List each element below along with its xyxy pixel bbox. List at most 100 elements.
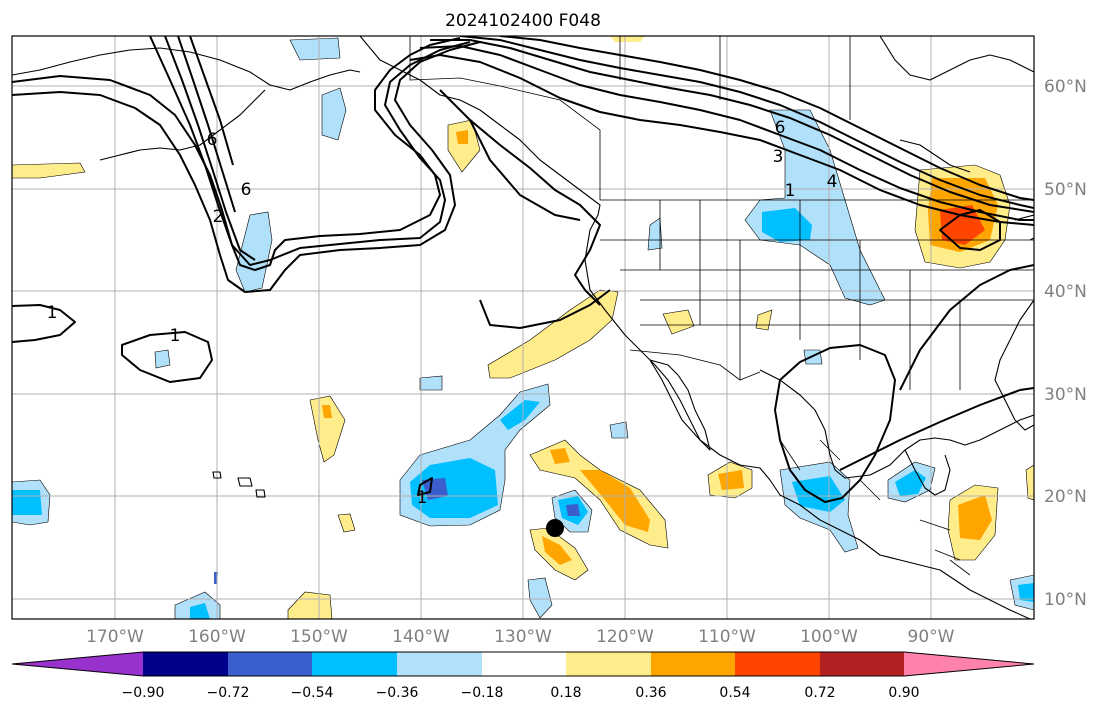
contour-jet-1 <box>409 54 1034 226</box>
contour-east-1 <box>899 264 1034 391</box>
shade-yellow-atlantic <box>1025 464 1034 501</box>
coast-hudson <box>879 36 1034 81</box>
colorbar-segment-m090-m072 <box>143 652 228 676</box>
colorbar-segment-054-072 <box>735 652 820 676</box>
coast-aleutians <box>99 89 266 161</box>
shade-cyan-tropical-arm <box>500 400 540 430</box>
shade-blue-pacific-small <box>154 349 171 369</box>
coast-hudson-south <box>899 139 971 173</box>
shade-orange-subtropic <box>322 405 332 418</box>
latitude-labels: 60°N 50°N 40°N 30°N 20°N 10°N <box>1044 77 1087 610</box>
colorbar-segment-m036-m018 <box>397 652 482 676</box>
colorbar-extend-low <box>12 652 143 676</box>
border-us-mexico <box>629 349 761 381</box>
contour-label-group: 6 2 6 6 3 4 1 1 1 1 <box>47 118 838 508</box>
border-mexico-states <box>779 439 881 501</box>
shade-blue-core-near-storm <box>566 504 580 516</box>
political-borders <box>409 36 1034 576</box>
shade-cyan-sw <box>190 603 210 619</box>
contour-label-gulf-two: 2 <box>213 207 224 227</box>
coast-atlantic <box>994 299 1034 431</box>
contour-label-plains-three: 3 <box>773 147 784 167</box>
colorbar-segment-018-036 <box>566 652 651 676</box>
contour-label-pacific-one: 1 <box>170 326 181 346</box>
contour-jet-5 <box>499 36 1034 201</box>
shade-yellow-north <box>610 36 645 42</box>
shade-blue-south <box>527 577 553 619</box>
colorbar-segment-m054-m036 <box>312 652 397 676</box>
shade-blue-gulf <box>321 87 347 141</box>
coast-baja <box>649 359 711 451</box>
colorbar-outline <box>11 651 1035 677</box>
coast-pacific <box>359 36 1031 619</box>
contour-west-3 <box>479 289 611 329</box>
border-us-canada <box>409 36 1034 201</box>
contour-mexico-loop <box>774 344 896 503</box>
lat-label-60n: 60°N <box>1044 77 1087 97</box>
shade-cyan-caribbean <box>1018 583 1034 602</box>
contour-jet-4 <box>459 36 1034 209</box>
map-title: 2024102400 F048 <box>445 11 601 31</box>
contour-jet-2 <box>419 45 1034 221</box>
colorbar-tick-m090: −0.90 <box>122 685 165 701</box>
border-central-america <box>919 519 971 576</box>
map-frame <box>11 35 1035 620</box>
colorbar-tick-m054: −0.54 <box>291 685 334 701</box>
shade-orange-ep-small <box>550 448 570 464</box>
shade-cyan-tropical <box>410 458 498 518</box>
lon-label-130w: 130°W <box>494 627 552 647</box>
lat-label-20n: 20°N <box>1044 487 1087 507</box>
contour-outer-2 <box>12 41 481 293</box>
contour-lakes-loop <box>939 209 1001 251</box>
shade-blue-mexico-coast <box>609 421 629 439</box>
contour-lines <box>12 36 1034 503</box>
shade-orange-bc <box>456 130 468 144</box>
lat-label-50n: 50°N <box>1044 180 1087 200</box>
colorbar-segment-m018-018 <box>482 652 566 676</box>
coast-yucatan <box>904 449 951 496</box>
colorbar-tick-labels: −0.90 −0.72 −0.54 −0.36 −0.18 0.18 0.36 … <box>122 685 920 701</box>
contour-jet-3 <box>430 39 1034 213</box>
colorbar-tick-018: 0.18 <box>550 685 581 701</box>
shade-red-lakes <box>940 205 985 245</box>
lat-label-40n: 40°N <box>1044 282 1087 302</box>
shade-cyan-plains <box>762 208 812 242</box>
shade-blue-idaho <box>647 217 663 251</box>
shade-orange-mexico <box>718 470 744 490</box>
lat-label-30n: 30°N <box>1044 385 1087 405</box>
lat-label-10n: 10°N <box>1044 590 1087 610</box>
shade-orange-central-america <box>958 495 992 540</box>
shade-cyan-mexico <box>792 476 845 512</box>
lon-label-120w: 120°W <box>596 627 654 647</box>
shade-yellow-west-edge <box>12 162 86 179</box>
shade-blue-plains <box>744 109 886 306</box>
colorbar-tick-m036: −0.36 <box>376 685 419 701</box>
colorbar-tick-090: 0.90 <box>888 685 919 701</box>
shade-yellow-arizona <box>662 309 695 335</box>
shade-blue-dot1 <box>419 375 443 391</box>
storm-center-marker <box>546 519 564 537</box>
contour-west-edge <box>12 304 76 343</box>
contour-label-west-one: 1 <box>47 303 58 323</box>
colorbar-tick-m018: −0.18 <box>461 685 504 701</box>
lon-label-150w: 150°W <box>290 627 348 647</box>
colorbar <box>11 651 1035 677</box>
shade-orange-south <box>542 536 572 565</box>
contour-label-plains-four: 4 <box>827 172 838 192</box>
contour-tropical-small <box>417 477 433 496</box>
border-states-vertical <box>659 200 961 390</box>
shade-blue-pacific-west <box>235 211 273 293</box>
longitude-labels: 170°W 160°W 150°W 140°W 130°W 120°W 110°… <box>86 627 955 647</box>
coast-gulf <box>759 369 1034 479</box>
contour-label-gulf-six: 6 <box>207 130 218 150</box>
contour-label-plains-six: 6 <box>775 118 786 138</box>
shade-blue-tropical-core <box>422 478 448 500</box>
contour-closed-pacific <box>121 331 213 383</box>
lon-label-110w: 110°W <box>698 627 756 647</box>
lon-label-100w: 100°W <box>800 627 858 647</box>
contour-mid-3 <box>177 36 236 213</box>
colorbar-segment-036-054 <box>651 652 735 676</box>
contour-outer-1 <box>12 37 461 271</box>
contour-mid-4 <box>189 36 234 166</box>
